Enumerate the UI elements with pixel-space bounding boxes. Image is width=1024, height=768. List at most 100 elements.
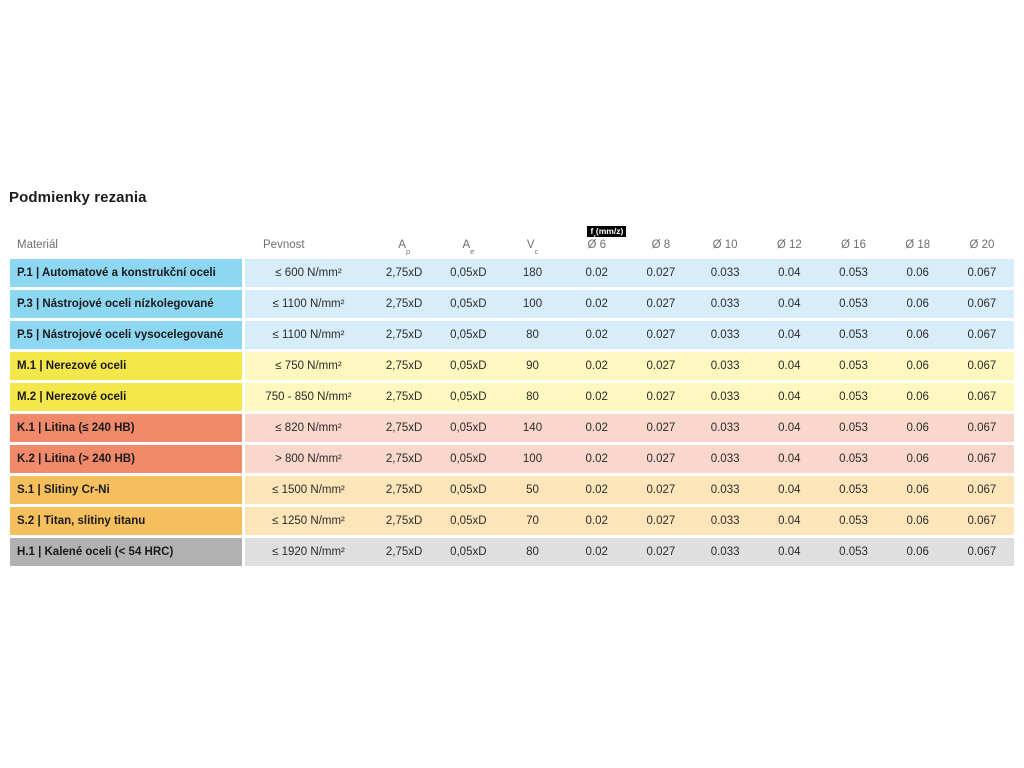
fz-unit-badge: fz(mm/z) <box>587 226 627 240</box>
fz-cell-d12: 0.04 <box>778 267 801 279</box>
fz-cell-d8: 0.027 <box>646 546 676 558</box>
fz-cell-d8: 0.027 <box>646 484 676 496</box>
table-row: M.2 | Nerezové oceli 750 - 850 N/mm² 2,7… <box>10 383 1014 411</box>
fz-cell-d10: 0.033 <box>710 515 740 527</box>
fz-cell-d18: 0.06 <box>906 329 929 341</box>
fz-cell-d12: 0.04 <box>778 546 801 558</box>
table-body: P.1 | Automatové a konstrukční oceli ≤ 6… <box>10 259 1014 566</box>
material-label: M.2 | Nerezové oceli <box>17 391 127 403</box>
fz-cell-d12: 0.04 <box>778 391 801 403</box>
material-label: K.1 | Litina (≤ 240 HB) <box>17 422 135 434</box>
row-data-block: ≤ 1100 N/mm² 2,75xD 0,05xD 80 0.02 0.027… <box>245 321 1014 349</box>
fz-cell-d12: 0.04 <box>778 329 801 341</box>
material-cell: M.2 | Nerezové oceli <box>10 383 242 411</box>
fz-cell-d20: 0.067 <box>967 298 997 310</box>
ae-cell: 0,05xD <box>450 515 487 527</box>
fz-cell-d6: 0.02 <box>585 546 608 558</box>
table-row: S.1 | Slitiny Cr-Ni ≤ 1500 N/mm² 2,75xD … <box>10 476 1014 504</box>
material-cell: S.1 | Slitiny Cr-Ni <box>10 476 242 504</box>
vc-cell: 70 <box>526 515 539 527</box>
row-data-block: ≤ 750 N/mm² 2,75xD 0,05xD 90 0.02 0.027 … <box>245 352 1014 380</box>
fz-cell-d20: 0.067 <box>967 360 997 372</box>
col-header-material: Materiál <box>17 239 58 251</box>
col-header-d6: fz(mm/z) Ø 6 <box>565 226 629 251</box>
fz-cell-d6: 0.02 <box>585 484 608 496</box>
fz-cell-d8: 0.027 <box>646 453 676 465</box>
fz-cell-d20: 0.067 <box>967 391 997 403</box>
vc-cell: 80 <box>526 329 539 341</box>
ap-cell: 2,75xD <box>385 484 423 496</box>
ap-cell: 2,75xD <box>385 329 423 341</box>
fz-cell-d10: 0.033 <box>710 360 740 372</box>
fz-cell-d16: 0.053 <box>839 453 868 465</box>
row-data-block: ≤ 820 N/mm² 2,75xD 0,05xD 140 0.02 0.027… <box>245 414 1014 442</box>
col-header-d16: Ø 16 <box>841 239 866 251</box>
ae-cell: 0,05xD <box>450 267 487 279</box>
fz-cell-d18: 0.06 <box>906 422 929 434</box>
row-data-block: ≤ 600 N/mm² 2,75xD 0,05xD 180 0.02 0.027… <box>245 259 1014 287</box>
material-cell: H.1 | Kalené oceli (< 54 HRC) <box>10 538 242 566</box>
fz-cell-d8: 0.027 <box>646 267 676 279</box>
table-row: S.2 | Titan, slitiny titanu ≤ 1250 N/mm²… <box>10 507 1014 535</box>
fz-cell-d6: 0.02 <box>585 298 608 310</box>
row-data-block: ≤ 1100 N/mm² 2,75xD 0,05xD 100 0.02 0.02… <box>245 290 1014 318</box>
fz-cell-d16: 0.053 <box>839 484 868 496</box>
col-header-pevnost: Pevnost <box>263 239 305 251</box>
fz-cell-d6: 0.02 <box>585 391 608 403</box>
ap-cell: 2,75xD <box>385 267 423 279</box>
fz-cell-d20: 0.067 <box>967 515 997 527</box>
row-data-block: ≤ 1500 N/mm² 2,75xD 0,05xD 50 0.02 0.027… <box>245 476 1014 504</box>
row-data-block: ≤ 1250 N/mm² 2,75xD 0,05xD 70 0.02 0.027… <box>245 507 1014 535</box>
row-data-block: ≤ 1920 N/mm² 2,75xD 0,05xD 80 0.02 0.027… <box>245 538 1014 566</box>
fz-cell-d18: 0.06 <box>906 546 929 558</box>
fz-cell-d8: 0.027 <box>646 422 676 434</box>
fz-cell-d6: 0.02 <box>585 453 608 465</box>
fz-cell-d20: 0.067 <box>967 422 997 434</box>
ap-cell: 2,75xD <box>385 515 423 527</box>
ae-cell: 0,05xD <box>450 484 487 496</box>
fz-cell-d10: 0.033 <box>710 422 740 434</box>
fz-cell-d10: 0.033 <box>710 329 740 341</box>
fz-cell-d18: 0.06 <box>906 298 929 310</box>
fz-cell-d20: 0.067 <box>967 546 997 558</box>
col-header-d18: Ø 18 <box>905 239 931 251</box>
fz-cell-d10: 0.033 <box>710 391 740 403</box>
ap-cell: 2,75xD <box>385 360 423 372</box>
fz-cell-d8: 0.027 <box>646 298 676 310</box>
fz-cell-d10: 0.033 <box>710 298 740 310</box>
ae-cell: 0,05xD <box>450 329 487 341</box>
fz-cell-d20: 0.067 <box>967 267 997 279</box>
ap-cell: 2,75xD <box>385 391 423 403</box>
pevnost-cell: ≤ 1500 N/mm² <box>272 484 345 496</box>
ae-cell: 0,05xD <box>450 453 487 465</box>
fz-cell-d20: 0.067 <box>967 484 997 496</box>
ae-cell: 0,05xD <box>450 391 487 403</box>
fz-cell-d12: 0.04 <box>778 360 801 372</box>
fz-cell-d16: 0.053 <box>839 422 868 434</box>
table-row: P.1 | Automatové a konstrukční oceli ≤ 6… <box>10 259 1014 287</box>
fz-cell-d16: 0.053 <box>839 515 868 527</box>
col-header-ae: Ae <box>462 239 475 256</box>
material-cell: P.1 | Automatové a konstrukční oceli <box>10 259 242 287</box>
fz-cell-d16: 0.053 <box>839 360 868 372</box>
ap-cell: 2,75xD <box>385 298 423 310</box>
vc-cell: 100 <box>522 298 543 310</box>
material-cell: P.3 | Nástrojové oceli nízkolegované <box>10 290 242 318</box>
pevnost-cell: > 800 N/mm² <box>275 453 342 465</box>
material-cell: S.2 | Titan, slitiny titanu <box>10 507 242 535</box>
fz-cell-d18: 0.06 <box>906 515 929 527</box>
fz-cell-d8: 0.027 <box>646 515 676 527</box>
fz-cell-d18: 0.06 <box>906 484 929 496</box>
material-cell: P.5 | Nástrojové oceli vysocelegované <box>10 321 242 349</box>
page-title: Podmienky rezania <box>9 189 147 206</box>
fz-cell-d6: 0.02 <box>585 360 608 372</box>
fz-cell-d16: 0.053 <box>839 546 868 558</box>
table-row: K.2 | Litina (> 240 HB) > 800 N/mm² 2,75… <box>10 445 1014 473</box>
header-data-block: Pevnost Ap Ae Vc fz(mm/z) Ø 6 Ø 8 Ø 10 Ø… <box>245 226 1014 256</box>
col-header-ap: Ap <box>398 239 410 256</box>
cutting-conditions-table: Materiál Pevnost Ap Ae Vc fz(mm/z) Ø 6 Ø… <box>10 222 1014 569</box>
fz-cell-d16: 0.053 <box>839 298 868 310</box>
material-label: H.1 | Kalené oceli (< 54 HRC) <box>17 546 174 558</box>
material-label: P.5 | Nástrojové oceli vysocelegované <box>17 329 224 341</box>
